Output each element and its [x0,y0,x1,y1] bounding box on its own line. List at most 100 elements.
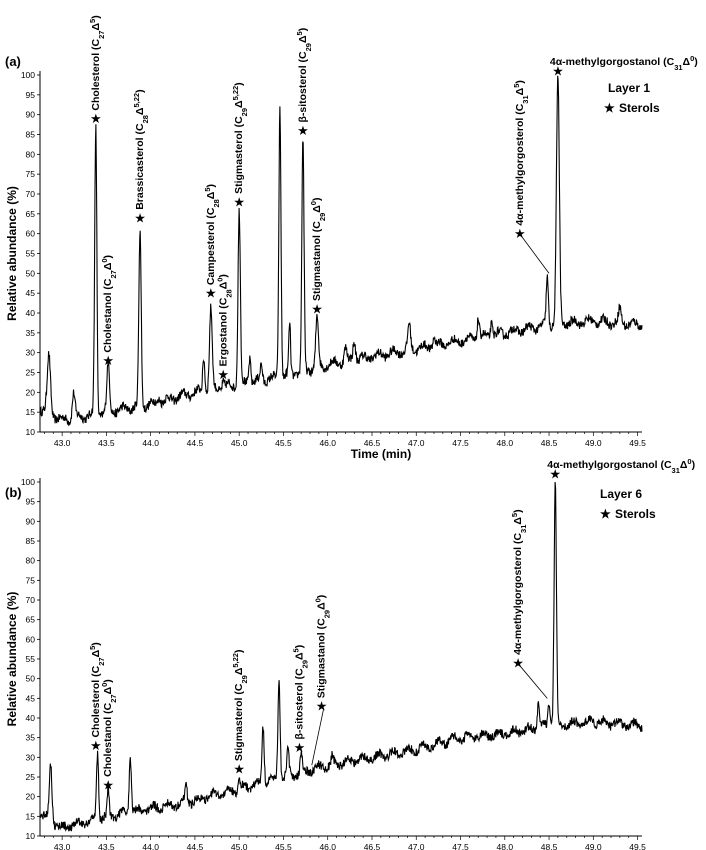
y-tick-label: 40 [26,713,36,723]
peak-label: Cholestanol (C27Δ0) [100,679,118,777]
x-tick-label: 49.0 [585,438,602,448]
y-tick-label: 95 [26,497,36,507]
y-tick-label: 75 [26,575,36,585]
y-tick-label: 55 [26,249,36,259]
sterol-star-marker: ★ [294,740,306,755]
sterol-star-marker: ★ [90,738,102,753]
x-tick-label: 46.0 [319,438,336,448]
legend: Layer 6 ★ Sterols [600,487,656,521]
x-tick-label: 43.5 [98,842,115,850]
y-tick-label: 35 [26,733,36,743]
chart-panel-b: (b) 10 15 20 25 30 35 40 45 50 55 60 65 70 75 80 85 90 95 1… [5,457,695,850]
legend: Layer 1 ★ Sterols [604,81,660,115]
y-tick-label: 25 [26,368,36,378]
sterol-star-marker: ★ [102,353,114,368]
x-tick-label: 45.5 [275,438,292,448]
peak-annotation: ★4α-methylgorgostanol (C31Δ0) [547,457,695,482]
y-tick-label: 10 [26,427,36,437]
sterol-star-marker: ★ [316,699,328,714]
sterol-star-marker: ★ [512,655,524,670]
x-tick-label: 43.0 [54,842,71,850]
x-tick-label: 44.0 [142,842,159,850]
y-tick-label: 90 [26,110,36,120]
peak-annotation: ★4α-methylgorgosterol (C31Δ5) [510,509,548,699]
x-tick-label: 48.0 [497,842,514,850]
sterol-star-marker: ★ [134,210,146,225]
x-tick-label: 49.0 [585,842,602,850]
chromatogram-trace [39,75,643,427]
x-tick-label: 47.5 [452,438,469,448]
y-tick-label: 85 [26,130,36,140]
legend-entry: Sterols [615,507,656,521]
peak-annotation: ★Cholestanol (C27Δ0) [100,679,118,792]
y-tick-label: 60 [26,634,36,644]
peak-label: 4α-methylgorgosterol (C31Δ5) [510,509,528,655]
x-tick-label: 44.5 [187,842,204,850]
peak-label: Cholesterol (C27Δ5) [87,15,105,110]
sterol-star-marker: ★ [217,367,229,382]
y-tick-label: 25 [26,772,36,782]
peak-annotation: ★Stigmastanol (C29Δ0) [311,595,331,766]
sterol-star-marker: ★ [297,123,309,138]
peak-label: 4α-methylgorgostanol (C31Δ0) [550,54,698,72]
annotation-leader-line [311,709,324,766]
y-tick-label: 20 [26,387,36,397]
x-tick-label: 45.5 [275,842,292,850]
peak-label: β-sitosterol (C29Δ5) [291,645,309,740]
y-tick-label: 20 [26,792,36,802]
chart-panel-a: (a) 10 15 20 25 30 35 40 45 50 55 60 65 70 75 80 85 90 95 1… [5,15,698,461]
x-tick-label: 48.5 [541,438,558,448]
y-tick-label: 75 [26,169,36,179]
peak-annotation: ★Cholesterol (C27Δ5) [87,642,105,753]
legend-title: Layer 6 [600,487,642,501]
peak-label: β-sitosterol (C29Δ5) [294,28,312,123]
peak-annotation: ★β-sitosterol (C29Δ5) [291,645,309,755]
y-tick-label: 95 [26,90,36,100]
peak-label: Stigmastanol (C29Δ0) [313,595,331,699]
annotation-leader-line [519,665,548,699]
peak-annotation: ★Stigmastanol (C29Δ0) [309,198,327,317]
peak-annotation: ★Campesterol (C28Δ5) [202,184,220,301]
peak-label: Stigmasterol (C29Δ5,22) [231,82,249,194]
y-tick-label: 80 [26,556,36,566]
legend-title: Layer 1 [608,81,650,95]
chromatogram-trace [39,481,643,832]
peak-annotation: ★4α-methylgorgostanol (C31Δ0) [550,54,698,79]
sterol-star-marker: ★ [514,226,526,241]
y-tick-label: 70 [26,189,36,199]
peak-annotation: ★Stigmasterol (C29Δ5,22) [231,82,249,209]
peak-annotation: ★Stigmasterol (C29Δ5,22) [231,650,249,777]
peak-annotation: ★Cholesterol (C27Δ5) [87,15,105,126]
y-tick-label: 60 [26,229,36,239]
y-tick-label: 35 [26,328,36,338]
y-tick-label: 55 [26,654,36,664]
x-tick-label: 46.5 [364,842,381,850]
sterol-star-marker: ★ [205,286,217,301]
annotation-leader-line [521,236,550,274]
x-tick-label: 49.5 [629,842,646,850]
y-tick-label: 50 [26,268,36,278]
x-axis-label: Time (min) [351,447,411,461]
peak-label: Brassicasterol (C28Δ5,22) [132,89,150,209]
sterol-star-marker: ★ [233,762,245,777]
legend-entry: Sterols [619,101,660,115]
y-tick-label: 80 [26,149,36,159]
y-tick-label: 50 [26,674,36,684]
sterol-star-marker: ★ [90,111,102,126]
x-tick-label: 43.5 [98,438,115,448]
y-tick-label: 15 [26,407,36,417]
x-tick-label: 48.0 [497,438,514,448]
sterol-star-marker: ★ [233,194,245,209]
y-tick-label: 90 [26,516,36,526]
peak-label: 4α-methylgorgostanol (C31Δ0) [547,457,695,475]
peak-label: Stigmasterol (C29Δ5,22) [231,650,249,762]
y-tick-label: 10 [26,831,36,841]
y-tick-label: 70 [26,595,36,605]
y-tick-label: 45 [26,693,36,703]
peak-annotation: ★Brassicasterol (C28Δ5,22) [132,89,150,225]
x-tick-label: 46.0 [319,842,336,850]
y-tick-label: 100 [21,70,35,80]
x-tick-label: 47.0 [408,438,425,448]
sterol-star-marker: ★ [549,467,561,482]
